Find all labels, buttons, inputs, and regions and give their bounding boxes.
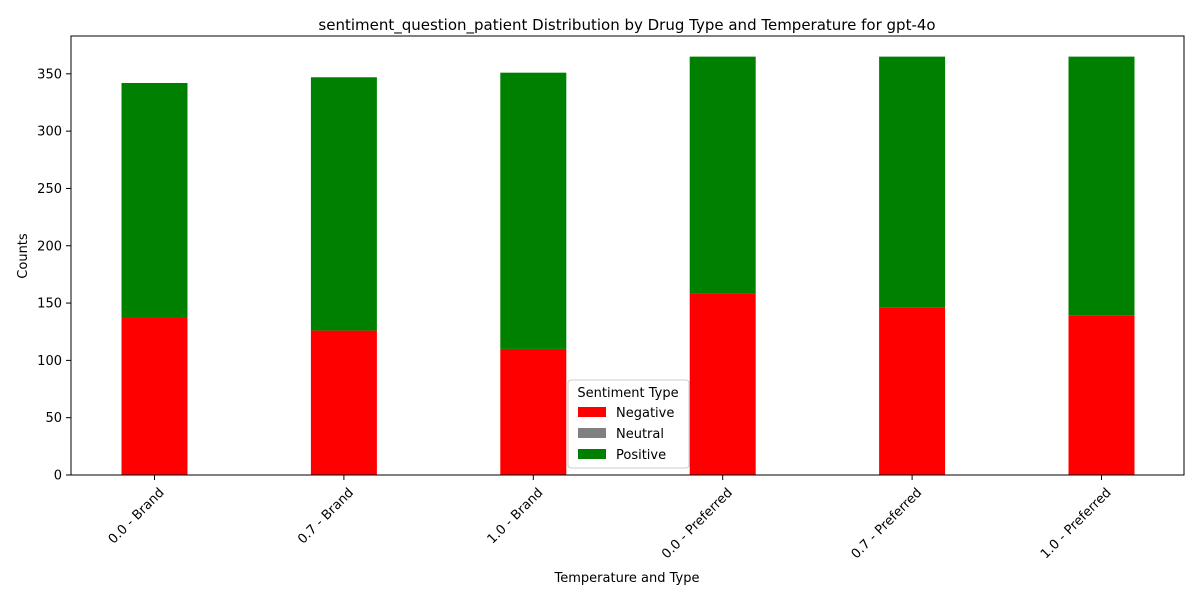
bar-negative-3 <box>689 293 756 475</box>
y-tick-label-2: 100 <box>37 354 62 369</box>
legend-entries: Negative Neutral Positive <box>578 406 674 463</box>
legend-label-neutral: Neutral <box>616 427 664 442</box>
x-tick-label-2: 1.0 - Brand <box>485 485 547 547</box>
x-tick-label-1: 0.7 - Brand <box>295 485 357 547</box>
x-tick-label-3: 0.0 - Preferred <box>659 485 736 562</box>
x-axis-label: Temperature and Type <box>554 571 700 586</box>
x-axis: 0.0 - Brand 0.7 - Brand 1.0 - Brand 0.0 - P… <box>106 475 1115 562</box>
bar-positive-3 <box>689 56 756 294</box>
bar-negative-4 <box>879 307 946 475</box>
legend-box <box>567 379 690 469</box>
y-tick-label-3: 150 <box>37 297 62 312</box>
legend-label-negative: Negative <box>616 406 674 421</box>
bar-positive-4 <box>879 56 946 308</box>
bar-positive-5 <box>1068 56 1135 316</box>
bar-negative-1 <box>310 330 377 475</box>
legend-label-positive: Positive <box>616 448 666 463</box>
bar-positive-2 <box>500 72 567 349</box>
y-tick-label-6: 300 <box>37 125 62 140</box>
legend-title: Sentiment Type <box>577 386 678 401</box>
x-tick-label-0: 0.0 - Brand <box>106 485 168 547</box>
bar-negative-0 <box>121 317 188 475</box>
plot-frame <box>70 35 1185 476</box>
y-axis-label: Counts <box>16 233 31 279</box>
y-axis: 0 50 100 150 200 250 300 350 <box>37 67 71 484</box>
bar-positive-0 <box>121 82 188 318</box>
bars-group <box>121 56 1135 475</box>
legend-swatch-neutral <box>578 428 606 438</box>
chart-title: sentiment_question_patient Distribution … <box>318 16 935 35</box>
y-tick-label-0: 0 <box>54 469 62 484</box>
y-tick-label-7: 350 <box>37 67 62 82</box>
x-tick-label-5: 1.0 - Preferred <box>1038 485 1115 562</box>
y-tick-label-1: 50 <box>45 411 62 426</box>
legend-swatch-negative <box>578 407 606 417</box>
legend-swatch-positive <box>578 449 606 459</box>
bar-negative-5 <box>1068 315 1135 475</box>
legend: Sentiment Type Negative Neutral Positive <box>567 379 690 469</box>
y-tick-label-4: 200 <box>37 239 62 254</box>
y-tick-label-5: 250 <box>37 182 62 197</box>
bar-negative-2 <box>500 348 567 475</box>
bar-positive-1 <box>310 77 377 331</box>
x-tick-label-4: 0.7 - Preferred <box>849 485 926 562</box>
